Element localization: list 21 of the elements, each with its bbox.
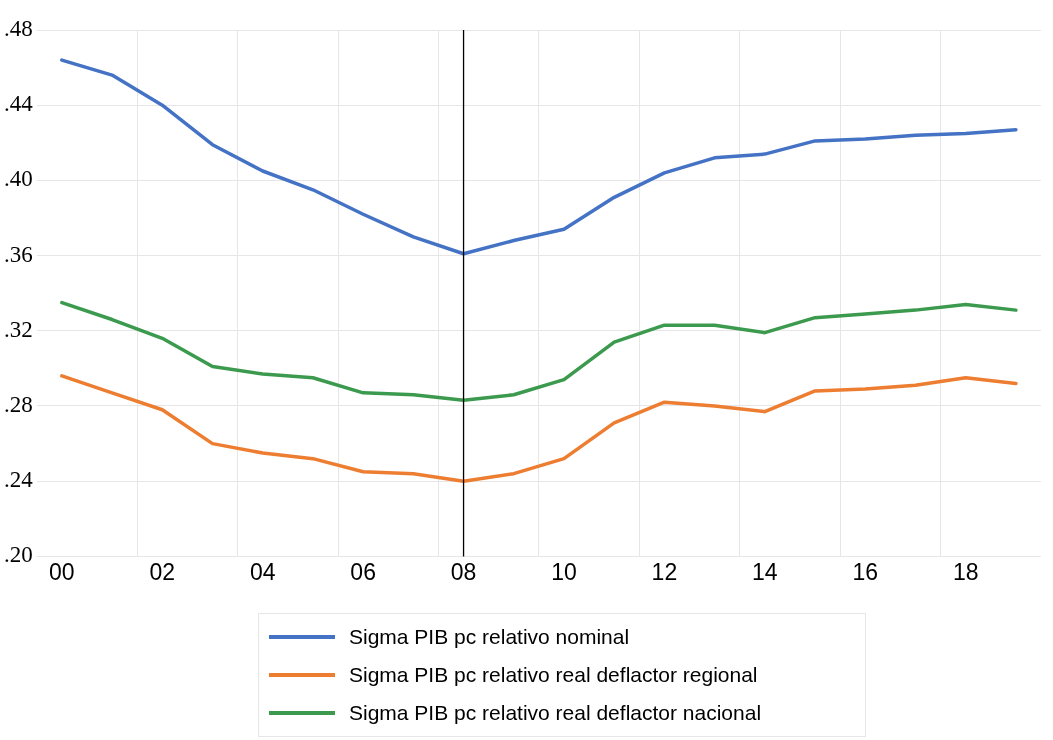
y-tick-label: .20 [4, 542, 33, 568]
legend-label: Sigma PIB pc relativo real deflactor regional [349, 663, 758, 687]
x-tick-label: 02 [149, 558, 176, 585]
x-tick-label: 06 [350, 558, 376, 585]
y-tick-label: .24 [4, 467, 34, 493]
y-tick-label: .48 [4, 16, 33, 42]
x-tick-label: 12 [651, 558, 678, 585]
y-tick-label: .28 [4, 392, 33, 418]
y-tick-label: .40 [4, 166, 33, 192]
x-tick-label: 10 [551, 558, 577, 585]
legend-label: Sigma PIB pc relativo real deflactor nacional [349, 701, 762, 725]
x-tick-label: 18 [952, 558, 979, 585]
x-tick-label: 00 [49, 558, 75, 585]
x-tick-label: 14 [752, 558, 778, 585]
x-tick-label: 04 [249, 558, 276, 585]
y-tick-label: .44 [4, 91, 34, 117]
x-tick-label: 08 [450, 558, 477, 585]
y-tick-label: .36 [4, 241, 33, 267]
legend-label: Sigma PIB pc relativo nominal [349, 625, 630, 649]
y-tick-label: .32 [4, 316, 33, 342]
x-tick-label: 16 [852, 558, 879, 585]
